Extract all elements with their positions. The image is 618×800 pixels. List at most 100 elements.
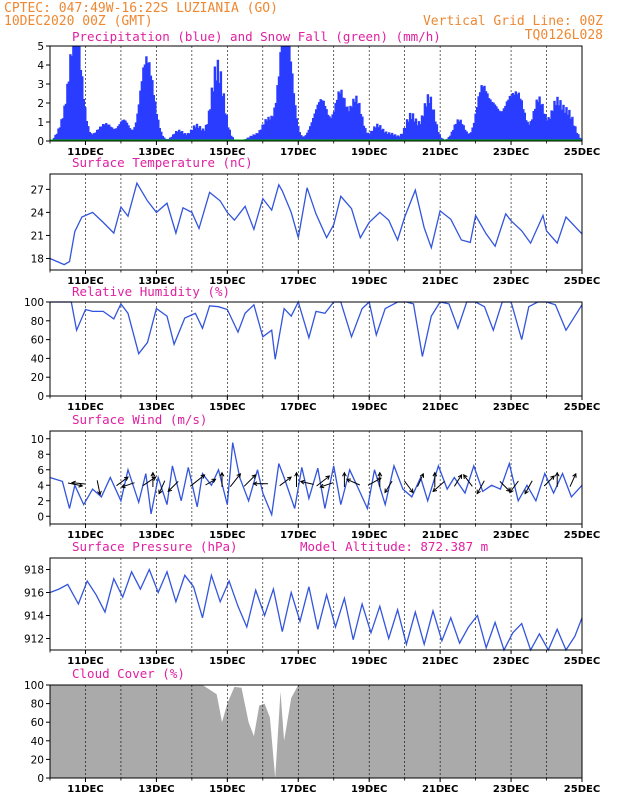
precip-bar: [496, 108, 500, 141]
precip-bar: [140, 81, 144, 141]
precip-bar: [465, 131, 468, 141]
precip-bar: [172, 134, 175, 141]
precip-bar: [510, 96, 513, 141]
precip-bar: [267, 116, 270, 141]
precip-bar: [377, 127, 380, 141]
precip-bar: [557, 105, 561, 141]
precip-bar: [544, 114, 547, 141]
precip-bar: [163, 137, 166, 141]
precip-bar: [204, 124, 208, 141]
precip-bar: [283, 46, 287, 141]
precip-bar: [61, 118, 65, 141]
precip-bar: [376, 123, 379, 141]
precip-bar: [528, 124, 531, 141]
precip-bar: [81, 76, 84, 141]
y-tick-label: 0: [37, 391, 44, 403]
precip-bar: [519, 98, 522, 141]
precip-bar: [329, 118, 333, 141]
precip-bar: [323, 106, 327, 141]
precip-bar: [148, 62, 151, 142]
x-tick-label: 25DEC: [564, 784, 600, 795]
x-tick-label: 19DEC: [351, 402, 387, 413]
precip-bar: [271, 116, 275, 141]
precip-bar: [118, 124, 121, 141]
precip-bar: [514, 91, 517, 141]
precip-bar: [358, 102, 361, 141]
panel-frame: [49, 430, 583, 525]
wind-arrow: [167, 481, 179, 492]
x-tick-label: 21DEC: [422, 784, 458, 795]
y-tick-label: 5: [37, 41, 44, 53]
precip-bar: [249, 135, 252, 141]
precip-bar: [265, 120, 269, 141]
precip-bar: [252, 134, 255, 141]
precip-bar: [410, 119, 413, 141]
precip-bar: [574, 126, 577, 141]
x-tick-label: 13DEC: [138, 784, 174, 795]
precip-bar: [361, 116, 364, 141]
precip-bar: [508, 95, 512, 141]
precip-bar: [295, 118, 298, 141]
precip-bar: [502, 108, 506, 141]
precip-bar: [113, 128, 117, 141]
wind-arrow: [300, 481, 314, 485]
precip-bar: [484, 91, 488, 141]
precip-bar: [122, 119, 126, 141]
y-tick-label: 80: [31, 699, 44, 711]
precip-bar: [73, 46, 77, 141]
x-tick-label: 19DEC: [351, 147, 387, 158]
precip-bar: [417, 121, 421, 141]
precip-bar: [490, 101, 494, 141]
precip-bar: [100, 126, 103, 141]
precip-bar: [575, 132, 579, 141]
x-tick-label: 13DEC: [138, 402, 174, 413]
y-tick-label: 100: [24, 297, 44, 309]
wind-arrow: [509, 480, 519, 493]
precip-bar: [84, 107, 87, 141]
precip-bar: [405, 119, 409, 141]
precip-bar: [371, 130, 374, 141]
precip-bar: [459, 119, 462, 141]
precip-bar: [106, 124, 109, 141]
precip-bar: [489, 99, 492, 141]
precip-bar: [128, 128, 132, 141]
wind-arrow-head: [211, 478, 217, 483]
precip-bar: [212, 91, 215, 141]
precip-bar: [516, 94, 519, 141]
panel-frame: [49, 173, 583, 271]
precip-bar: [93, 133, 96, 141]
precip-bar: [248, 137, 251, 141]
precip-bar: [67, 81, 71, 141]
y-tick-label: 21: [31, 230, 44, 242]
wind-arrow-head: [319, 483, 325, 489]
panel-title: Relative Humidity (%): [72, 284, 230, 299]
precip-bar: [176, 131, 179, 141]
precip-bar: [553, 100, 556, 141]
precip-bar: [399, 133, 403, 141]
precip-bar: [462, 125, 465, 141]
precip-bar: [577, 134, 580, 141]
precip-bar: [160, 131, 163, 141]
precip-bar: [285, 46, 288, 141]
precip-bar: [480, 85, 483, 141]
wind-arrow: [453, 474, 463, 487]
y-tick-label: 8: [37, 449, 44, 461]
precip-bar: [328, 116, 331, 141]
y-tick-label: 80: [31, 316, 44, 328]
precip-bar: [228, 129, 231, 141]
y-tick-label: 24: [31, 207, 45, 219]
precip-bar: [398, 136, 401, 141]
x-tick-label: 17DEC: [280, 147, 316, 158]
x-tick-label: 21DEC: [422, 530, 458, 541]
wind-arrow: [71, 482, 85, 485]
precip-bar: [303, 136, 306, 141]
precip-bar: [124, 120, 127, 141]
x-tick-label: 23DEC: [493, 530, 529, 541]
precip-bar: [201, 128, 205, 141]
x-tick-label: 25DEC: [564, 276, 600, 287]
precip-bar: [146, 62, 150, 141]
precip-bar: [313, 113, 316, 141]
precip-bar: [94, 132, 97, 141]
precip-bar: [517, 92, 520, 141]
